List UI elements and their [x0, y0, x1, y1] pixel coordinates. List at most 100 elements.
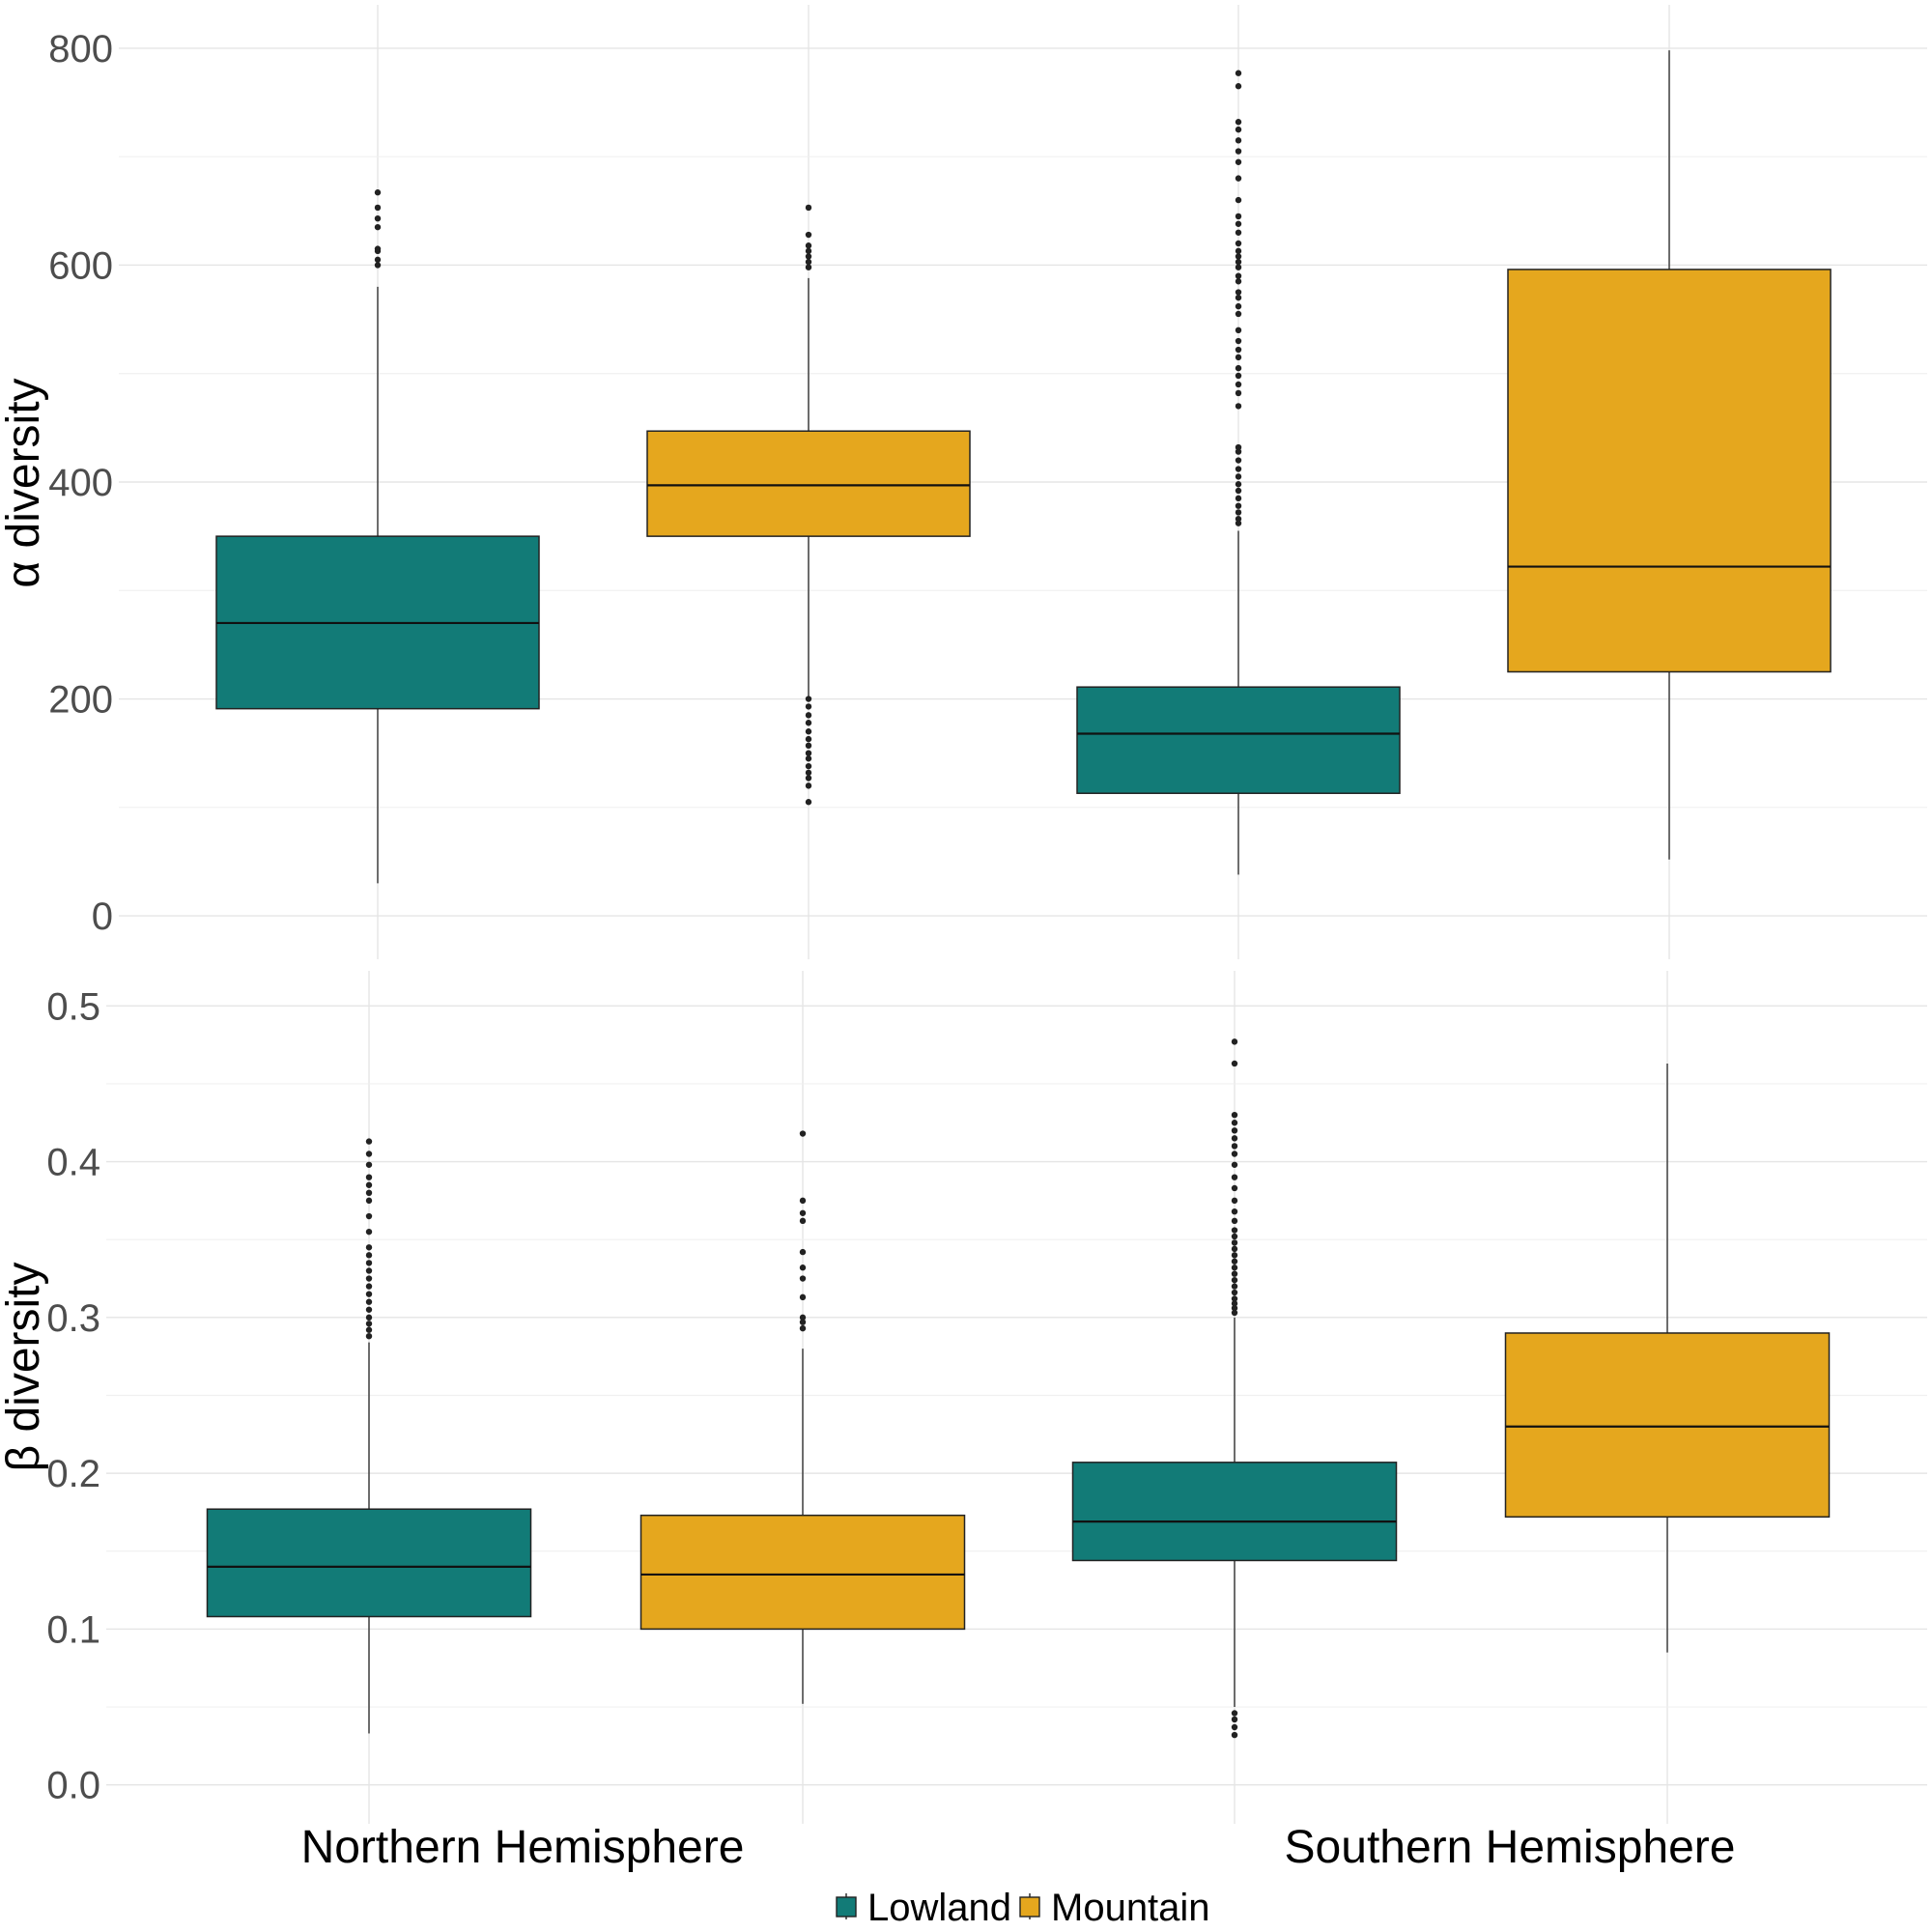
outlier-point [365, 1332, 373, 1340]
outlier-point [1231, 1252, 1238, 1259]
outlier-point [1235, 443, 1242, 451]
outlier-point [1235, 196, 1242, 204]
box-lowland-southern [1071, 1462, 1398, 1562]
outlier-point [1231, 1304, 1238, 1312]
outlier-point [1231, 1038, 1238, 1045]
outlier-point [799, 1197, 807, 1205]
outlier-point [1235, 448, 1242, 455]
outlier-point [799, 1217, 807, 1225]
y-tick-label: 0.3 [46, 1297, 100, 1340]
outlier-point [374, 204, 382, 212]
outlier-point [805, 755, 812, 762]
x-category-label-northern: Northern Hemisphere [301, 1822, 745, 1873]
outlier-point [365, 1314, 373, 1321]
outlier-point [365, 1326, 373, 1333]
outlier-point [1231, 1143, 1238, 1150]
outlier-point [1231, 1731, 1238, 1739]
outlier-point [1235, 264, 1242, 270]
outlier-point [1235, 289, 1242, 296]
outlier-point [1231, 1309, 1238, 1317]
outlier-point [1235, 337, 1242, 345]
outlier-point [1235, 457, 1242, 464]
outlier-point [1231, 1227, 1238, 1234]
outlier-point [805, 762, 812, 770]
outlier-point [805, 720, 812, 726]
outlier-point [1235, 158, 1242, 165]
outlier-point [799, 1314, 807, 1321]
outlier-point [805, 769, 812, 777]
outlier-point [1235, 515, 1242, 523]
y-tick-label: 200 [48, 679, 113, 722]
outlier-point [1235, 481, 1242, 488]
y-tick-label: 0 [92, 895, 113, 938]
outlier-point [365, 1228, 373, 1236]
legend-item-mountain: Mountain [1019, 1887, 1210, 1929]
outlier-point [1235, 126, 1242, 133]
outlier-point [1231, 1264, 1238, 1271]
outlier-point [805, 782, 812, 789]
outlier-point [1231, 1233, 1238, 1240]
outlier-point [1231, 1208, 1238, 1215]
outlier-point [1235, 70, 1242, 76]
box-mountain-southern [1504, 1332, 1831, 1519]
outlier-point [1235, 229, 1242, 236]
outlier-point [1231, 1151, 1238, 1157]
y-tick-label: 400 [48, 462, 113, 504]
outlier-point [365, 1197, 373, 1205]
outlier-point [805, 696, 812, 702]
outlier-point [365, 1161, 373, 1168]
outlier-point [374, 262, 382, 269]
outlier-point [1231, 1184, 1238, 1192]
outlier-point [1235, 473, 1242, 480]
outlier-point [365, 1189, 373, 1197]
outlier-point [805, 242, 812, 249]
x-category-label-southern: Southern Hemisphere [1285, 1822, 1736, 1873]
outlier-point [1231, 1283, 1238, 1290]
outlier-point [1231, 1723, 1238, 1731]
outlier-point [1235, 137, 1242, 144]
outlier-point [365, 1306, 373, 1313]
outlier-point [374, 256, 382, 264]
outlier-point [1231, 1276, 1238, 1284]
outlier-point [365, 1252, 373, 1259]
y-tick-label: 0.2 [46, 1453, 100, 1495]
y-tick-label: 600 [48, 244, 113, 287]
legend-swatch-lowland [836, 1896, 857, 1918]
outlier-point [1235, 381, 1242, 388]
y-tick-label: 0.5 [46, 985, 100, 1028]
outlier-point [1235, 364, 1242, 372]
outlier-point [1235, 495, 1242, 502]
y-axis-title-beta: β diversity [0, 1263, 49, 1472]
outlier-point [1231, 1197, 1238, 1205]
outlier-point [1235, 302, 1242, 310]
outlier-point [1235, 240, 1242, 247]
outlier-point [365, 1291, 373, 1297]
box-mountain-southern [1507, 269, 1832, 673]
outlier-point [805, 264, 812, 270]
outlier-point [799, 1293, 807, 1301]
outlier-point [1231, 1161, 1238, 1168]
outlier-point [799, 1324, 807, 1332]
legend-label-mountain: Mountain [1051, 1887, 1210, 1929]
outlier-point [1235, 148, 1242, 155]
outlier-point [805, 712, 812, 719]
outlier-point [1231, 1245, 1238, 1253]
outlier-point [1235, 294, 1242, 301]
outlier-point [805, 750, 812, 756]
y-axis-title-alpha: α diversity [0, 378, 49, 587]
outlier-point [1235, 83, 1242, 90]
outlier-point [1231, 1135, 1238, 1142]
legend-item-lowland: Lowland [836, 1887, 1011, 1929]
outlier-point [1231, 1239, 1238, 1246]
outlier-point [805, 247, 812, 255]
box-lowland-northern [206, 1508, 532, 1618]
outlier-point [805, 703, 812, 710]
outlier-point [1235, 247, 1242, 255]
outlier-point [374, 223, 382, 231]
y-tick-label: 0.0 [46, 1765, 100, 1807]
y-tick-label: 0.4 [46, 1142, 100, 1184]
outlier-point [1235, 509, 1242, 516]
outlier-point [365, 1275, 373, 1282]
outlier-point [365, 1244, 373, 1251]
